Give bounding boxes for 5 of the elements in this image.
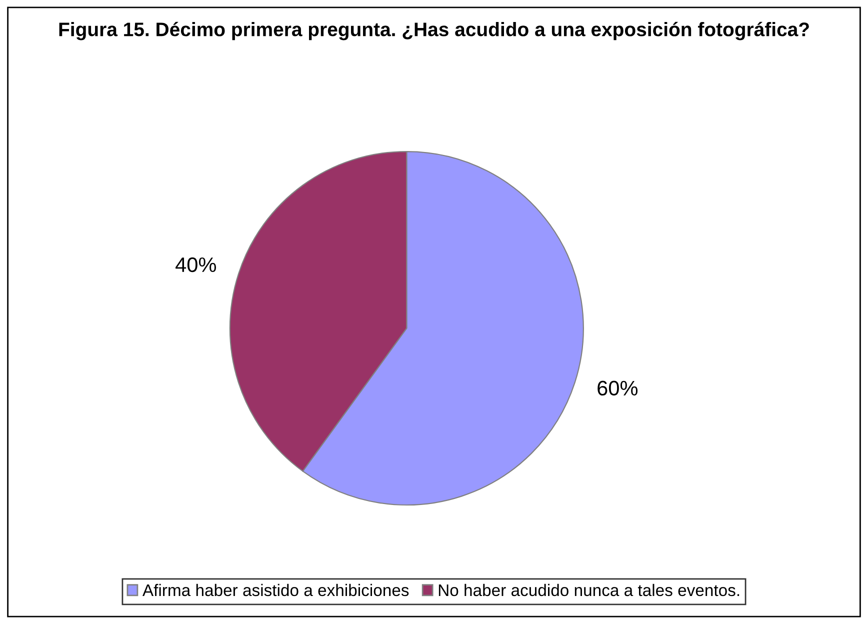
data-label: 60%	[598, 380, 638, 396]
legend-label: Afirma haber asistido a exhibiciones	[142, 584, 409, 596]
data-label: 40%	[176, 257, 216, 272]
chart-title: Figura 15. Décimo primera pregunta. ¿Has acudido a una exposición fotográfica?	[59, 22, 809, 40]
legend-label: No haber acudido nunca a tales eventos.	[438, 584, 740, 596]
